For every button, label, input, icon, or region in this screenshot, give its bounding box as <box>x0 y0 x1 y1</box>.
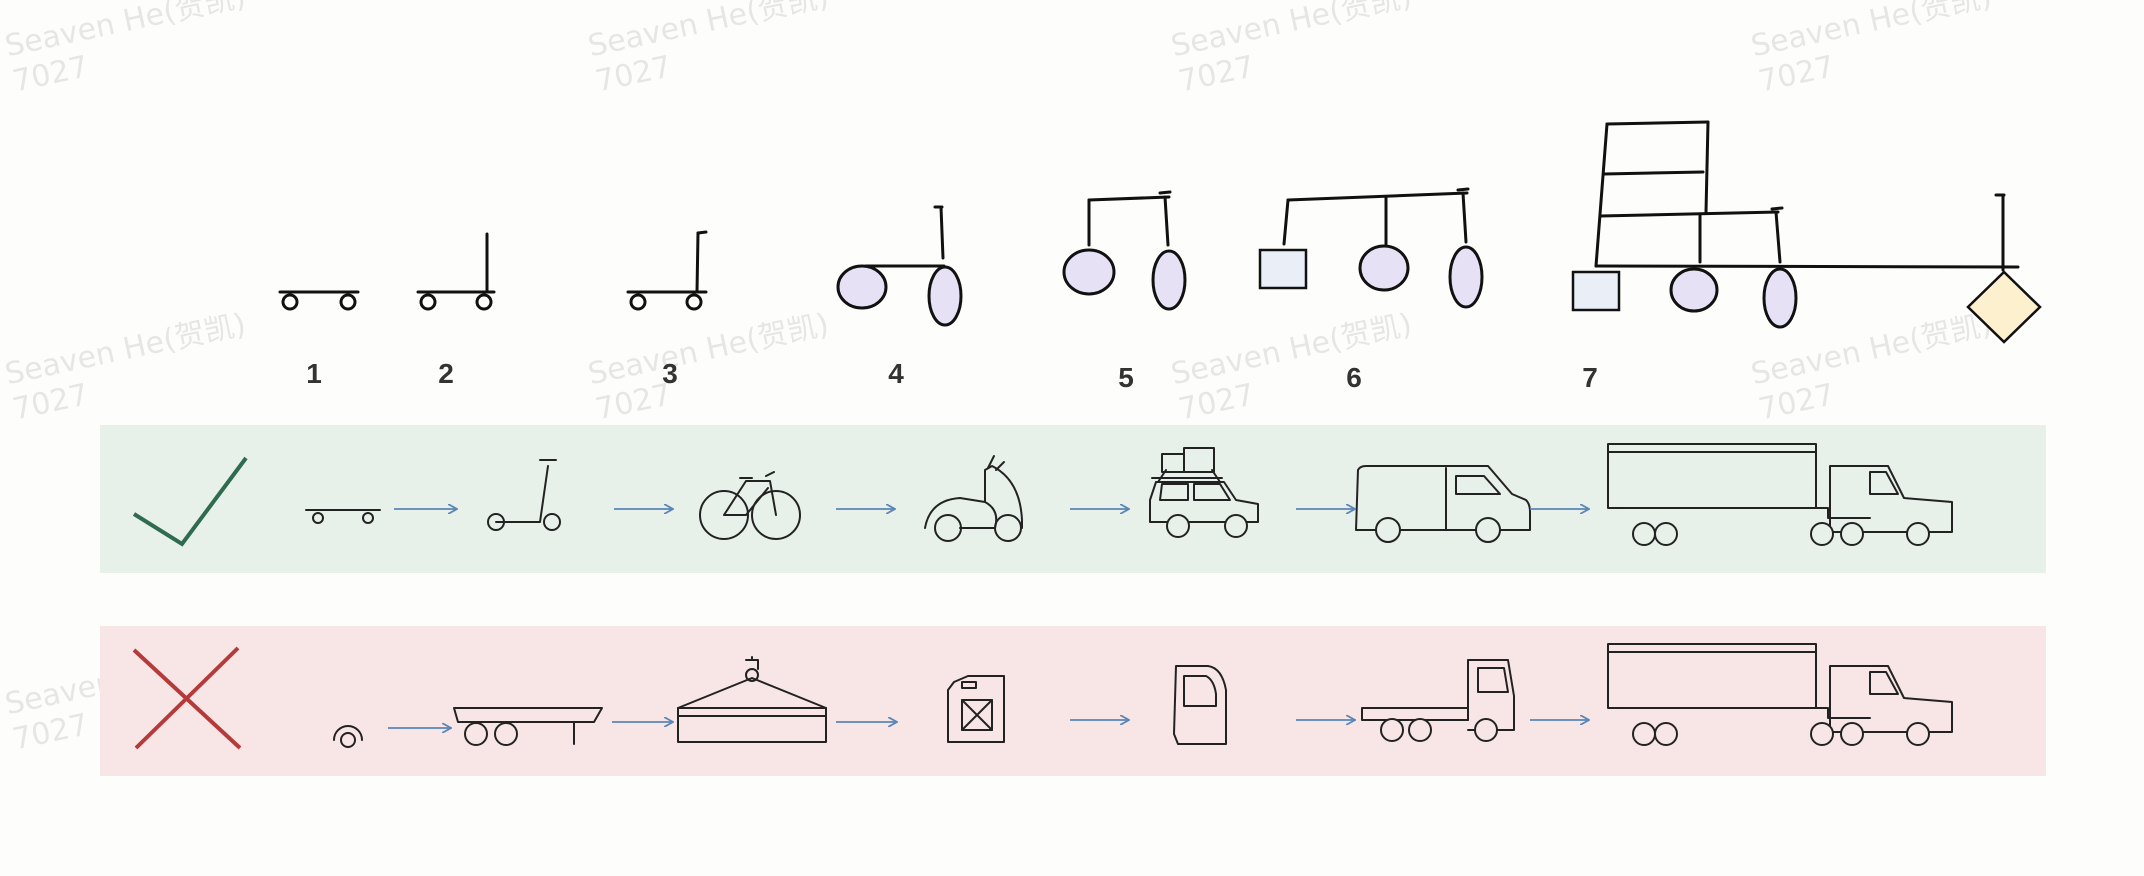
bad-row-background <box>100 626 2046 776</box>
bicycle-icon <box>699 471 801 540</box>
crane-hook-cargo-icon <box>677 656 827 743</box>
sketch-step-6 <box>1258 187 1484 309</box>
cross-mark-icon <box>132 646 242 750</box>
truck-cab-door-icon <box>1173 665 1227 745</box>
step-number-6: 6 <box>1346 362 1362 393</box>
check-mark-icon <box>132 456 248 547</box>
kick-scooter-icon <box>487 459 561 531</box>
semi-truck-icon <box>1607 443 1953 546</box>
skateboard-icon <box>305 509 381 524</box>
semi-truck-icon <box>1607 643 1953 746</box>
sketch-step-7 <box>1571 120 2042 344</box>
good-row-background <box>100 425 2046 573</box>
trailer-chassis-icon <box>453 707 603 746</box>
motor-scooter-icon <box>924 455 1023 542</box>
sketch-step-2 <box>416 232 496 311</box>
step-number-7: 7 <box>1582 362 1598 393</box>
step-number-3: 3 <box>662 358 678 389</box>
step-number-4: 4 <box>888 358 904 389</box>
sketch-step-4 <box>836 205 963 327</box>
sketch-step-3 <box>626 230 708 311</box>
sketch-step-5 <box>1062 190 1187 311</box>
fuel-jerry-can-icon <box>947 675 1005 743</box>
delivery-van-icon <box>1355 465 1531 543</box>
step-number-5: 5 <box>1118 362 1134 393</box>
step-number-2: 2 <box>438 358 454 389</box>
step-number-1: 1 <box>306 358 322 389</box>
sketch-step-1 <box>278 290 360 311</box>
wheel-icon <box>333 725 363 748</box>
car-with-roof-luggage-icon <box>1149 447 1259 538</box>
cab-and-chassis-truck-icon <box>1361 659 1515 742</box>
